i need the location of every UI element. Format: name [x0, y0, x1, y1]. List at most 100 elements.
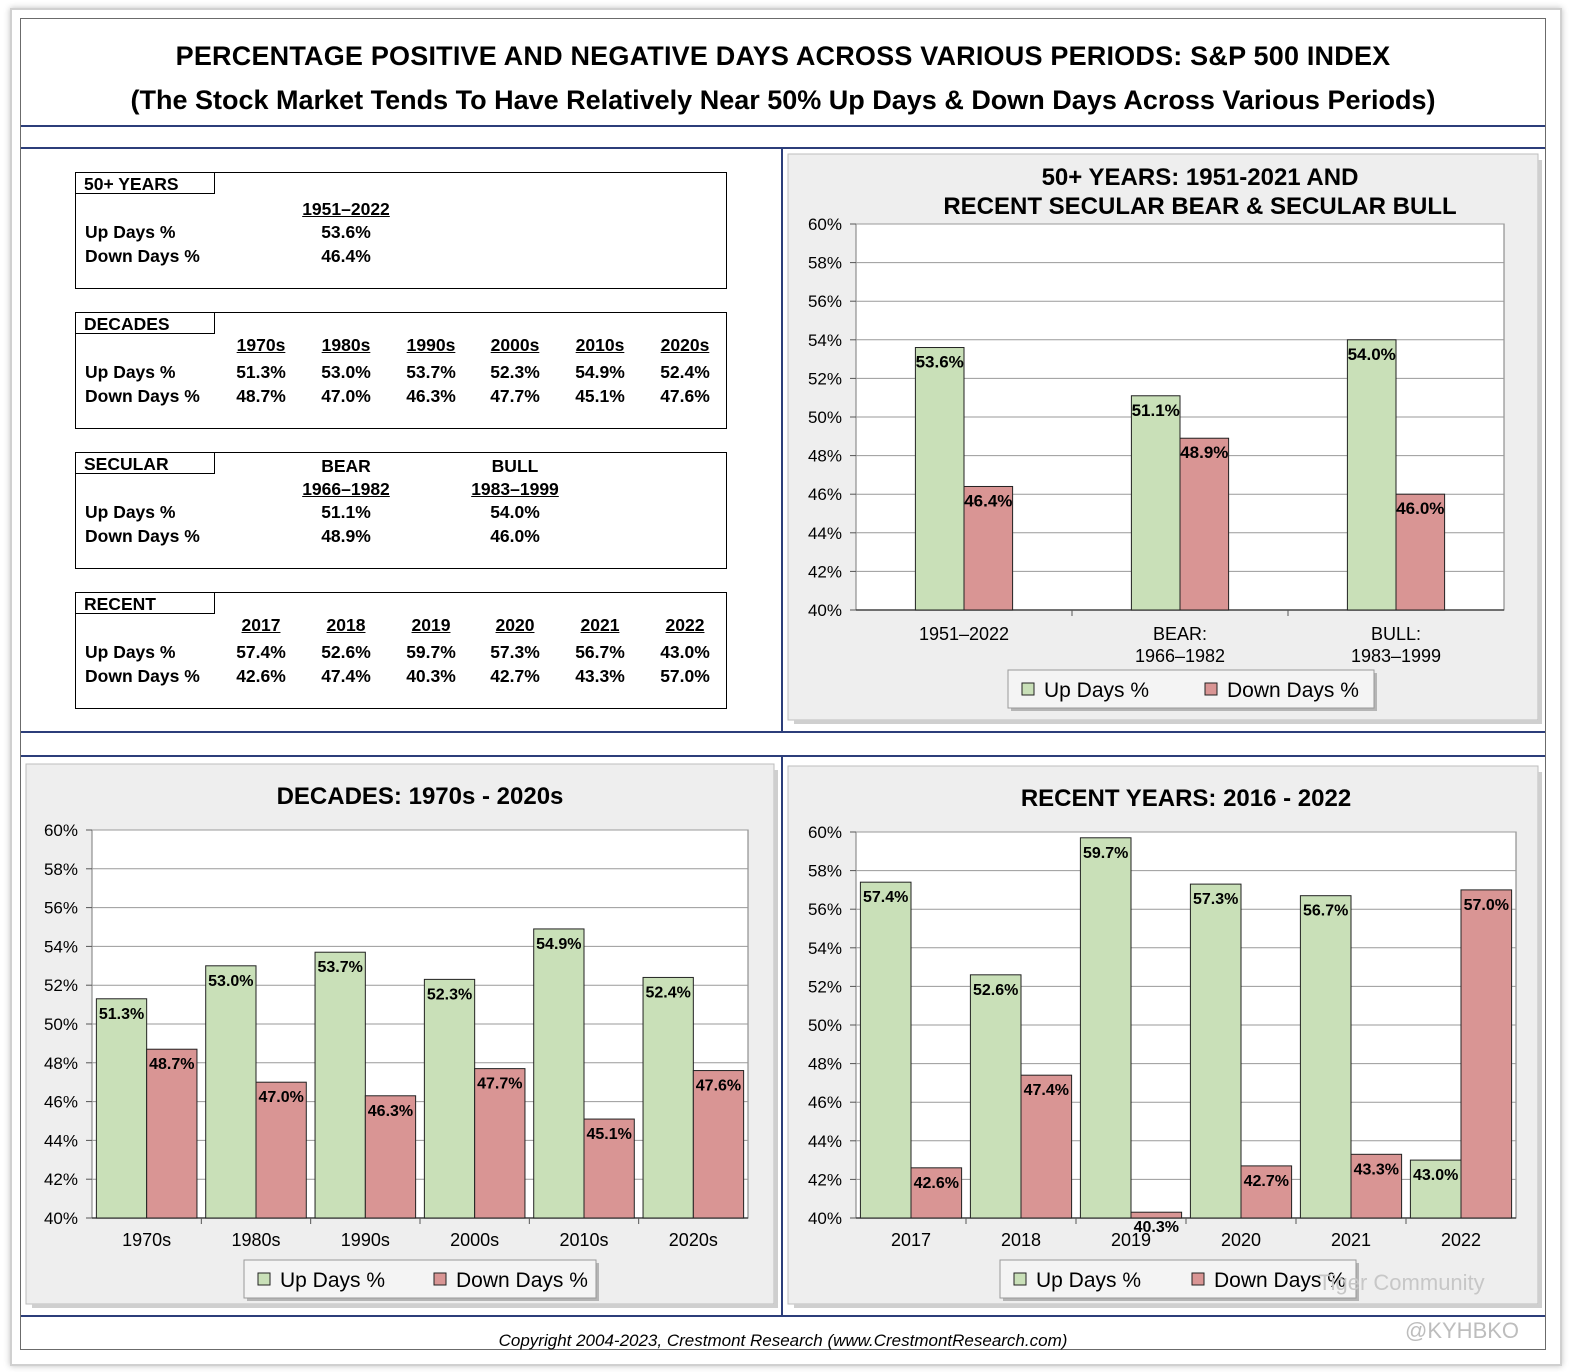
bar-down-days: [692, 1070, 745, 1219]
data-label: 47.7%: [477, 1076, 522, 1093]
panel-shadow: [32, 1304, 776, 1308]
bar-down-days: [583, 1118, 635, 1219]
category-label: 1983–1999: [1351, 646, 1441, 666]
bear-header: BEAR: [321, 456, 371, 476]
table-decades: DECADES Up Days % Down Days % 1970s 1980…: [75, 312, 727, 429]
data-label: 51.3%: [99, 1006, 144, 1023]
down-value: 46.0%: [490, 526, 540, 546]
data-label: 47.6%: [696, 1078, 741, 1095]
data-label: 43.3%: [1354, 1161, 1399, 1178]
down-days-label: Down Days %: [85, 666, 200, 686]
y-tick-label: 56%: [44, 899, 78, 918]
legend-label: Up Days %: [280, 1269, 385, 1292]
page-title: PERCENTAGE POSITIVE AND NEGATIVE DAYS AC…: [175, 41, 1391, 71]
down-days-label: Down Days %: [85, 386, 200, 406]
legend-label: Up Days %: [1044, 679, 1149, 702]
y-tick-label: 58%: [808, 254, 842, 273]
chart-decades: DECADES: 1970s - 2020s 40% 42% 44% 46% 48% 50%…: [25, 763, 778, 1308]
data-label: 47.4%: [1024, 1082, 1069, 1099]
up-days-label: Up Days %: [85, 502, 176, 522]
column-header: 2019: [411, 615, 451, 635]
down-value: 48.7%: [236, 386, 286, 406]
bar-down-days: [910, 1167, 963, 1219]
legend: [999, 1259, 1357, 1299]
down-value: 47.0%: [321, 386, 371, 406]
data-label: 52.6%: [973, 982, 1018, 999]
legend-swatch: [433, 1272, 447, 1286]
column-header: 2022: [665, 615, 705, 635]
divider: [781, 147, 783, 733]
bull-header: BULL: [491, 456, 539, 476]
copyright: Copyright 2004-2023, Crestmont Research …: [498, 1331, 1068, 1350]
column-header: 2020: [495, 615, 535, 635]
up-value: 51.3%: [236, 362, 286, 382]
up-value: 52.6%: [321, 642, 371, 662]
content-area: PERCENTAGE POSITIVE AND NEGATIVE DAYS AC…: [20, 18, 1546, 1350]
table-recent: RECENT Up Days % Down Days % 2017 2018 2…: [75, 592, 727, 709]
data-label: 46.4%: [964, 491, 1012, 510]
column-header: 2020s: [660, 335, 710, 355]
bar-down-days: [1130, 1211, 1183, 1219]
up-value: 51.1%: [321, 502, 371, 522]
category-label: 1966–1982: [1135, 646, 1225, 666]
y-tick-label: 58%: [808, 862, 842, 881]
bar-up-days: [969, 974, 1022, 1219]
bear-period: 1966–1982: [302, 479, 390, 499]
divider: [21, 1315, 1545, 1317]
legend-label: Down Days %: [1227, 679, 1359, 702]
down-value: 47.6%: [660, 386, 710, 406]
y-tick-label: 54%: [808, 331, 842, 350]
down-value: 47.4%: [321, 666, 371, 686]
bar-down-days: [146, 1048, 198, 1219]
panel-shadow: [794, 1304, 1540, 1308]
legend-label: Down Days %: [456, 1269, 588, 1292]
up-value: 53.6%: [321, 222, 371, 242]
down-days-label: Down Days %: [85, 526, 200, 546]
legend-swatch: [1021, 682, 1035, 696]
y-tick-label: 48%: [44, 1054, 78, 1073]
category-label: 1990s: [341, 1230, 390, 1250]
bar-up-days: [95, 998, 148, 1219]
down-value: 42.7%: [490, 666, 540, 686]
table-tag: SECULAR: [75, 452, 215, 474]
column-header: 2021: [580, 615, 620, 635]
data-label: 46.3%: [368, 1103, 413, 1120]
category-label: BEAR:: [1153, 624, 1207, 644]
down-value: 57.0%: [660, 666, 710, 686]
y-tick-label: 56%: [808, 900, 842, 919]
data-label: 57.0%: [1464, 897, 1509, 914]
down-value: 43.3%: [575, 666, 625, 686]
chart-title: 50+ YEARS: 1951-2021 AND: [1042, 164, 1359, 191]
down-days-label: Down Days %: [85, 246, 200, 266]
panel-shadow: [774, 770, 778, 1308]
down-value: 46.3%: [406, 386, 456, 406]
category-label: 2017: [891, 1230, 931, 1250]
legend-swatch: [1204, 682, 1218, 696]
column-header: 1980s: [321, 335, 371, 355]
bar-down-days: [963, 485, 1014, 611]
divider: [21, 147, 1545, 149]
data-label: 43.0%: [1413, 1167, 1458, 1184]
data-label: 56.7%: [1303, 903, 1348, 920]
y-tick-label: 60%: [44, 821, 78, 840]
bar-up-days: [914, 347, 965, 611]
data-label: 48.9%: [1180, 443, 1228, 462]
up-days-label: Up Days %: [85, 642, 176, 662]
bar-up-days: [1409, 1159, 1462, 1219]
panel-shadow: [1538, 772, 1542, 1308]
y-tick-label: 50%: [44, 1015, 78, 1034]
bar-up-days: [1299, 895, 1352, 1219]
y-tick-label: 42%: [44, 1170, 78, 1189]
up-value: 57.3%: [490, 642, 540, 662]
data-label: 52.3%: [427, 986, 472, 1003]
page-subtitle: (The Stock Market Tends To Have Relative…: [130, 85, 1436, 115]
panel-shadow: [794, 720, 1540, 724]
y-tick-label: 44%: [808, 1132, 842, 1151]
bar-down-days: [474, 1068, 526, 1219]
chart-title: RECENT YEARS: 2016 - 2022: [1021, 785, 1351, 812]
bar-down-days: [1350, 1153, 1403, 1219]
bar-up-days: [1189, 883, 1242, 1219]
data-label: 54.9%: [536, 936, 581, 953]
y-tick-label: 46%: [808, 485, 842, 504]
legend-label: Down Days %: [1214, 1269, 1346, 1292]
